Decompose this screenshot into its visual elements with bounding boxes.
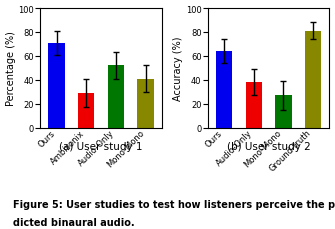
Bar <box>305 32 321 128</box>
Bar <box>49 44 65 128</box>
Bar <box>78 94 94 128</box>
Text: (a) User study 1: (a) User study 1 <box>59 142 143 152</box>
Bar <box>108 66 124 128</box>
Bar <box>246 83 262 128</box>
Bar <box>275 96 292 128</box>
Text: (b) User study 2: (b) User study 2 <box>227 142 311 152</box>
Y-axis label: Accuracy (%): Accuracy (%) <box>173 36 183 101</box>
Text: Figure 5: User studies to test how listeners perceive the pre-: Figure 5: User studies to test how liste… <box>13 199 335 209</box>
Bar <box>216 52 232 128</box>
Text: dicted binaural audio.: dicted binaural audio. <box>13 218 135 227</box>
Y-axis label: Percentage (%): Percentage (%) <box>6 31 15 106</box>
Bar <box>137 79 154 128</box>
